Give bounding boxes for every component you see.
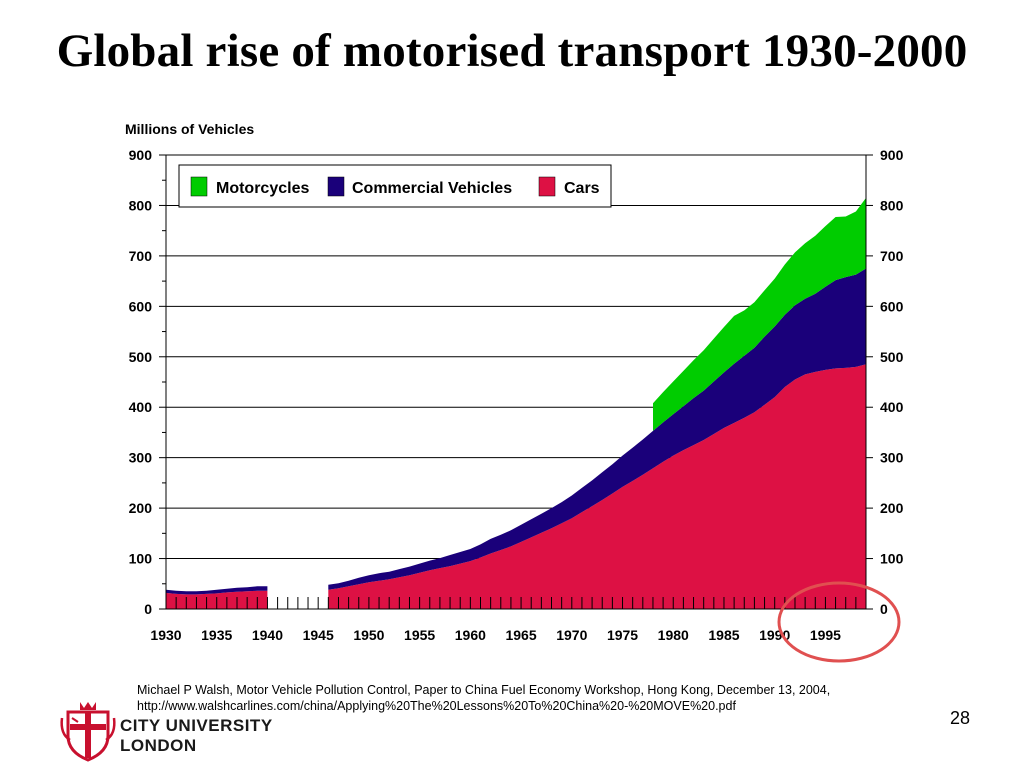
y-tick-label-left: 800 (129, 197, 153, 213)
logo-line-2: LONDON (120, 736, 197, 755)
source-citation: Michael P Walsh, Motor Vehicle Pollution… (137, 682, 957, 714)
y-tick-label-right: 400 (880, 399, 904, 415)
x-tick-label-1990: 1990 (759, 627, 790, 643)
page-number: 28 (949, 708, 970, 728)
slide-title: Global rise of motorised transport 1930-… (56, 25, 968, 77)
x-tick-label-1935: 1935 (201, 627, 232, 643)
y-tick-label-left: 900 (129, 147, 153, 163)
y-tick-label-right: 800 (880, 197, 904, 213)
x-tick-label-1975: 1975 (607, 627, 638, 643)
y-tick-label-left: 100 (129, 551, 153, 567)
y-tick-label-right: 500 (880, 349, 904, 365)
x-tick-label-1950: 1950 (353, 627, 384, 643)
x-tick-label-1995: 1995 (810, 627, 841, 643)
y-tick-label-left: 400 (129, 399, 153, 415)
y-tick-label-left: 500 (129, 349, 153, 365)
x-tick-label-1970: 1970 (556, 627, 587, 643)
area-motorcycles-segment-2 (653, 197, 866, 431)
area-commercial-vehicles-segment-1 (166, 586, 268, 595)
y-tick-label-right: 900 (880, 147, 904, 163)
legend-swatch-motorcycles (190, 176, 208, 197)
x-tick-label-1965: 1965 (505, 627, 536, 643)
y-tick-label-right: 300 (880, 450, 904, 466)
area-commercial-vehicles-segment-2 (328, 268, 866, 590)
legend-swatch-commercial-vehicles (327, 176, 345, 197)
y-tick-label-right: 200 (880, 500, 904, 516)
x-tick-label-1945: 1945 (303, 627, 334, 643)
annotation-circle (777, 581, 901, 663)
y-tick-label-right: 700 (880, 248, 904, 264)
y-tick-label-left: 200 (129, 500, 153, 516)
source-line-2: http://www.walshcarlines.com/china/Apply… (137, 699, 736, 713)
legend-label-motorcycles: Motorcycles (216, 180, 309, 197)
x-tick-label-1940: 1940 (252, 627, 283, 643)
x-tick-label-1980: 1980 (658, 627, 689, 643)
y-tick-label-left: 0 (144, 601, 152, 617)
y-tick-label-left: 600 (129, 298, 153, 314)
source-line-1: Michael P Walsh, Motor Vehicle Pollution… (137, 683, 831, 697)
y-tick-label-right: 600 (880, 298, 904, 314)
legend-swatch-cars (538, 176, 556, 197)
x-tick-label-1985: 1985 (708, 627, 739, 643)
area-cars-segment-2 (328, 364, 866, 609)
y-tick-label-left: 300 (129, 450, 153, 466)
x-tick-label-1930: 1930 (150, 627, 181, 643)
y-tick-label-right: 0 (880, 601, 888, 617)
x-tick-label-1960: 1960 (455, 627, 486, 643)
y-axis-label: Millions of Vehicles (125, 121, 254, 137)
y-tick-label-right: 100 (880, 551, 904, 567)
legend-label-cars: Cars (564, 180, 600, 197)
crest-icon (60, 702, 116, 762)
university-logo: CITY UNIVERSITY LONDON (58, 700, 288, 762)
logo-line-1: CITY UNIVERSITY (120, 716, 273, 735)
legend-label-commercial-vehicles: Commercial Vehicles (352, 180, 512, 197)
y-tick-label-left: 700 (129, 248, 153, 264)
x-tick-label-1955: 1955 (404, 627, 435, 643)
